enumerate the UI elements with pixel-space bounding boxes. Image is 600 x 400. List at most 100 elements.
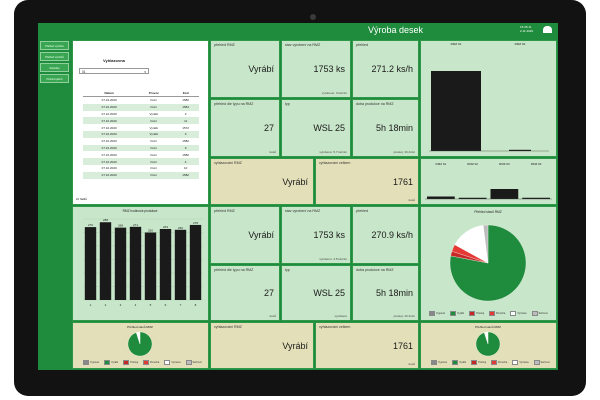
col-provoz[interactable]: Provoz [135, 89, 173, 97]
pie-legend: Vypnuto Vyrábí Prostoj Porucha Výměna Seřízen… [429, 311, 548, 316]
table-row[interactable]: 07.10.2020 Fixní 1582 [83, 171, 199, 179]
legend-item: Prostoj [471, 360, 486, 365]
bar-series-label: RMZ 01 [436, 162, 447, 166]
tile-rmz-rate: přehled 271.2 ks/h [352, 40, 419, 98]
table-row[interactable]: 07.10.2020 Fixní 1582 [83, 138, 199, 145]
x-tick-label: 7 [180, 303, 182, 307]
small-pie-right-title: Přehled stavů RMZ [475, 325, 501, 329]
bar-label: 260 [178, 226, 183, 230]
table-cell: 07.10.2020 [83, 117, 136, 125]
legend-item: Seřízení [185, 360, 202, 365]
table-cell: 07.10.2020 [83, 158, 136, 165]
chevron-down-icon: ▾ [144, 70, 146, 74]
legend-label: Seřízení [192, 361, 202, 365]
table-cell: Fixní [150, 152, 158, 157]
status-pie-svg: Přehled stavů RMZ [449, 210, 527, 302]
tile-type-count-2: přehled dle typu na RMZ 27 kusů [210, 265, 280, 321]
legend-label: Prostoj [130, 361, 139, 365]
x-tick-label: 8 [195, 303, 197, 307]
tile-smoothing-total-2: vyhlazování celkem 1761 kusů [315, 322, 419, 369]
x-tick-label: 5 [150, 303, 152, 307]
legend-swatch [510, 311, 517, 316]
bar [427, 196, 455, 199]
tile-rmz-count: stav vyrobení na RMZ 1753 ks vyrobeno: 3… [281, 40, 351, 98]
table-cell: 3 [184, 111, 187, 116]
table-row[interactable]: 07.10.2020 Fixní 1580 [83, 151, 199, 158]
tile-type-2: typ WSL 25 vyrobeno [281, 265, 351, 321]
legend-swatch [429, 311, 435, 316]
bar [159, 228, 172, 300]
legend-item: Prostoj [123, 360, 138, 365]
legend-swatch [533, 360, 540, 365]
table-row[interactable]: 07.10.2020 Vyrábí 3 [83, 111, 199, 118]
datetime: 15:36:11 2.11.2020 [520, 25, 534, 33]
table-cell: 07.10.2020 [83, 103, 136, 111]
table-row[interactable]: 07.10.2020 Vyrábí 3 [83, 130, 199, 138]
legend-swatch [512, 360, 519, 365]
app-title: Výroba desek [368, 25, 424, 35]
legend-label: Vyrábí [111, 361, 119, 365]
plant-select[interactable]: 01 ▾ [79, 68, 149, 74]
hourly-chart-svg: RMZ hodinová produkce 270 1 288 2 268 3 271 4 25… [83, 209, 203, 307]
legend-label: Výměna [171, 361, 181, 365]
legend-item: Vypnuto [431, 360, 447, 365]
small-pie-panel: Přehled stavů RMZ Vypnuto Vyrábí Prostoj Po… [72, 322, 209, 369]
pie-slice [483, 224, 489, 264]
legend-label: Seřízení [538, 312, 548, 316]
legend-label: Vyrábí [457, 312, 465, 316]
table-cell: 1582 [182, 139, 189, 144]
sidebar-item-prehled-vyrobku[interactable]: Přehled výrobku [40, 41, 69, 50]
chart-title: RMZ hodinová produkce [123, 209, 158, 213]
table-row[interactable]: 07.10.2020 Fixní 11 [83, 117, 199, 125]
table-cell: 07.10.2020 [83, 144, 136, 152]
status-pie-panel: Přehled stavů RMZ Vypnuto Vyrábí Prostoj Po… [420, 206, 557, 321]
x-tick-label: 2 [105, 303, 107, 307]
legend-label: Porucha [498, 361, 508, 365]
table-cell: Vyrábí [149, 125, 159, 130]
tile-type: typ WSL 25 vyrobeno: 5.7 ks/min [281, 99, 351, 157]
legend-label: Prostoj [478, 361, 487, 365]
table-cell: 07.10.2020 [101, 139, 117, 144]
legend-label: Prostoj [476, 312, 485, 316]
table-cell: Fixní [135, 103, 173, 111]
table-cell: 1572 [182, 125, 189, 130]
legend-swatch [469, 311, 476, 316]
table-row[interactable]: 07.10.2020 Fixní 10 [83, 165, 199, 172]
bar-series-label: RMZ 04 [531, 162, 542, 166]
table-cell: 1582 [172, 171, 199, 179]
tile-smoothing-status: vyhlazování RMZ Vyrábí [210, 158, 314, 205]
table-row[interactable]: 07.10.2020 Vyrábí 1572 [83, 124, 199, 131]
legend-item: Porucha [143, 360, 159, 365]
legend-item: Výměna [512, 360, 529, 365]
sidebar-item-prehled-vyrobku-2[interactable]: Přehled výrobků [40, 52, 69, 61]
legend-label: Vypnuto [438, 361, 448, 365]
table-cell: 07.10.2020 [101, 166, 117, 171]
sidebar-item-statistiky[interactable]: Statistiky [40, 63, 69, 72]
tile-rmz-rate-2: přehled 270.9 ks/h [352, 206, 419, 264]
bar [144, 232, 157, 300]
sidebar: Přehled výrobku Přehled výrobků Statisti… [38, 39, 71, 370]
table-row[interactable]: 07.10.2020 Fixní 1580 [83, 97, 199, 104]
camera-icon [310, 14, 316, 20]
table-panel: Vyhlazovna 01 ▾ Datum Provoz Kód 07.10.2… [72, 40, 209, 205]
table-row[interactable]: 07.10.2020 Fixní 9 [83, 144, 199, 152]
bar-label: 278 [193, 221, 198, 225]
legend-label: Výměna [517, 312, 527, 316]
tile-rmz-status-2: přehled RMZ Vyrábí [210, 206, 280, 264]
bar [431, 71, 481, 151]
table-row[interactable]: 07.10.2020 Fixní 1584 [83, 103, 199, 111]
small-pie-legend: Vypnuto Vyrábí Prostoj Porucha Výměna Seřízen… [83, 360, 202, 365]
sidebar-item-prehled-planu[interactable]: Přehled plánů [40, 74, 69, 83]
bar [490, 189, 519, 199]
legend-label: Vypnuto [90, 361, 100, 365]
table-cell: 4 [172, 158, 199, 165]
col-kod[interactable]: Kód [172, 89, 199, 97]
tile-smoothing-status-2: vyhlazování RMZ Vyrábí [210, 322, 314, 369]
small-pie-panel-right: Přehled stavů RMZ Vypnuto Vyrábí Prostoj Po… [420, 322, 557, 369]
bar [114, 227, 127, 300]
pie-title: Přehled stavů RMZ [474, 210, 501, 214]
table-row[interactable]: 07.10.2020 Fixní 4 [83, 158, 199, 165]
legend-swatch [452, 360, 459, 365]
table-cell: 3 [172, 130, 199, 138]
col-datum[interactable]: Datum [83, 89, 136, 97]
